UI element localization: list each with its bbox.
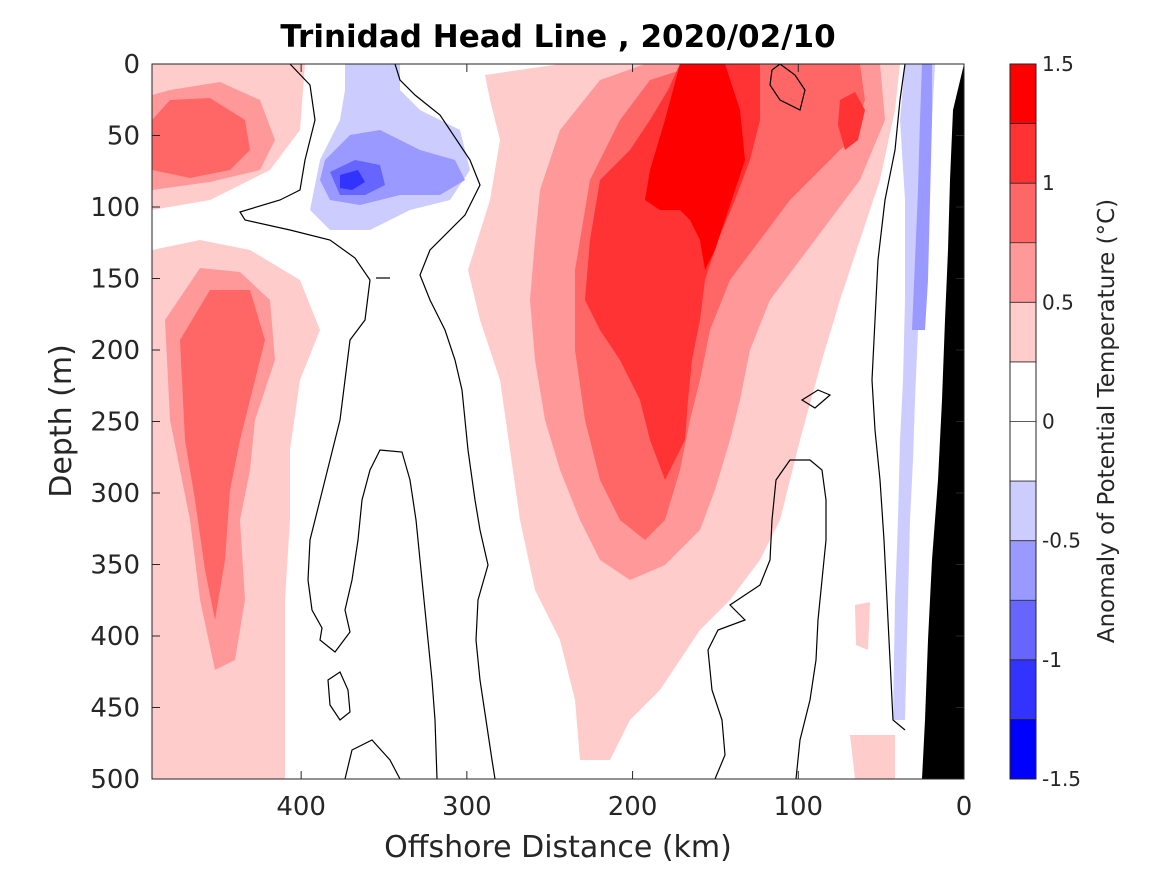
cold-anomaly-core (340, 170, 365, 190)
y-axis: 0 50 100 150 200 250 300 350 400 450 500 (90, 50, 964, 795)
y-tick-label: 500 (90, 765, 140, 795)
cold-anomaly-coastal-medium (912, 64, 932, 330)
y-tick-label: 0 (123, 50, 140, 80)
colorbar-swatch (1010, 183, 1036, 243)
colorbar-swatch (1010, 242, 1036, 303)
warm-anomaly-dark-west-deep (180, 290, 265, 620)
x-tick-label: 200 (608, 792, 658, 822)
chart-title: Trinidad Head Line , 2020/02/10 (280, 19, 835, 55)
y-tick-label: 50 (107, 122, 140, 152)
colorbar-swatch (1010, 600, 1036, 660)
colorbar-swatch (1010, 481, 1036, 541)
colorbar-swatch (1010, 64, 1036, 124)
colorbar-frame (1009, 63, 1037, 780)
coastal-land-mask (922, 64, 964, 779)
warm-anomaly-core (645, 64, 745, 270)
warm-anomaly-core-inner (645, 230, 675, 262)
colorbar-tick-label: -1.5 (1042, 767, 1081, 791)
colorbar: 1.5 1 0.5 0 -0.5 -1 -1.5 (1009, 52, 1081, 791)
colorbar-swatch (1010, 719, 1036, 779)
colorbar-tick-label: 0 (1042, 410, 1055, 434)
colorbar-tick-label: 1 (1042, 171, 1055, 195)
colorbar-swatch (1010, 302, 1036, 362)
colorbar-label: Anomaly of Potential Temperature (°C) (1094, 199, 1120, 643)
colorbar-tick-label: -0.5 (1042, 529, 1081, 553)
colorbar-swatch (1010, 659, 1036, 720)
y-tick-label: 400 (90, 622, 140, 652)
warm-anomaly-light-small (855, 602, 870, 650)
colorbar-tick-label: 1.5 (1042, 52, 1074, 76)
x-axis-label: Offshore Distance (km) (384, 830, 732, 865)
warm-anomaly-light-patch (850, 735, 895, 779)
warm-anomaly-dark-west (152, 98, 250, 178)
y-tick-label: 100 (90, 193, 140, 223)
y-tick-label: 150 (90, 265, 140, 295)
y-tick-label: 200 (90, 336, 140, 366)
colorbar-tick-label: 0.5 (1042, 290, 1074, 314)
warm-anomaly-red-east (838, 92, 865, 150)
x-tick-label: 100 (773, 792, 823, 822)
x-axis: 400 300 200 100 0 (276, 64, 972, 822)
colorbar-swatch (1010, 123, 1036, 184)
y-tick-label: 250 (90, 408, 140, 438)
x-tick-label: 400 (276, 792, 326, 822)
colorbar-tick-label: -1 (1042, 648, 1062, 672)
y-tick-label: 350 (90, 551, 140, 581)
y-tick-label: 300 (90, 479, 140, 509)
cold-anomaly-coastal (893, 64, 935, 720)
y-axis-label: Depth (m) (44, 344, 79, 498)
x-tick-label: 0 (956, 792, 973, 822)
colorbar-swatch (1010, 540, 1036, 601)
zero-contours (239, 64, 906, 779)
plot-area (152, 64, 964, 779)
x-tick-label: 300 (442, 792, 492, 822)
y-tick-label: 450 (90, 694, 140, 724)
